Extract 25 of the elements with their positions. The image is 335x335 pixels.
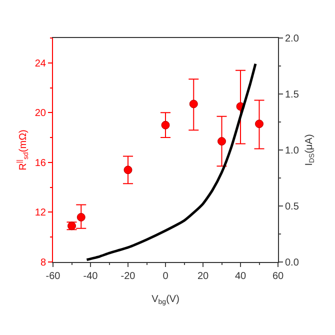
y2-tick-label: 1.5 bbox=[285, 90, 300, 100]
y2-tick-label: 1.0 bbox=[285, 146, 300, 156]
x-tick-label: -60 bbox=[46, 271, 61, 282]
y2-tick-label: 0.0 bbox=[285, 258, 300, 268]
x-tick-label: -40 bbox=[83, 271, 98, 282]
y2-tick-label: 2.0 bbox=[285, 34, 300, 44]
point bbox=[189, 100, 198, 108]
x-tick-label: 60 bbox=[272, 271, 284, 282]
line-series bbox=[86, 62, 257, 262]
x-tick-label: 40 bbox=[234, 271, 246, 282]
point bbox=[218, 137, 226, 146]
y-tick-label: 8 bbox=[40, 258, 46, 268]
point bbox=[161, 120, 170, 130]
x-tick-label: -20 bbox=[120, 271, 136, 282]
x-tick-label: 0 bbox=[162, 271, 169, 282]
y-tick-label: 24 bbox=[34, 58, 46, 70]
y-tick-label: 12 bbox=[34, 208, 46, 219]
y-tick-label: 20 bbox=[34, 108, 46, 120]
point bbox=[76, 212, 86, 222]
x-tick-label: 20 bbox=[197, 271, 209, 282]
point bbox=[124, 166, 132, 174]
point bbox=[255, 120, 264, 128]
y2-tick-label: 0.5 bbox=[285, 202, 300, 212]
y-tick-label: 16 bbox=[34, 158, 46, 169]
x-axis-title: V$_{bg}$(V) bbox=[152, 294, 180, 306]
